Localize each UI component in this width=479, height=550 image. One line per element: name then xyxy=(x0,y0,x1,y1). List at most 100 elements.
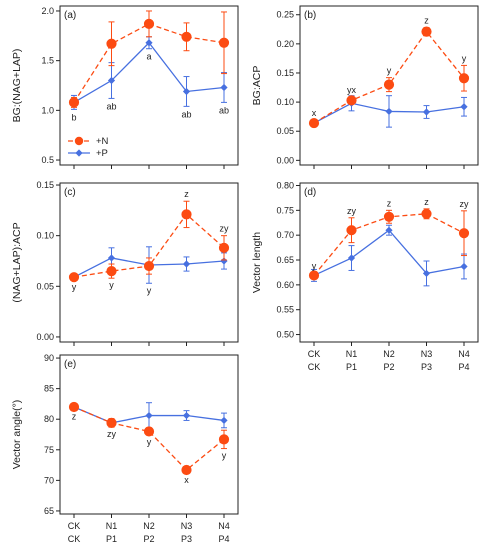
point-N xyxy=(68,401,80,413)
y-axis-title: (NAG+LAP):ACP xyxy=(11,222,23,302)
x-category-label-row2: CK xyxy=(68,534,81,544)
x-category-label-row1: CK xyxy=(68,521,81,531)
point-N xyxy=(143,18,155,29)
significance-letter: ab xyxy=(106,101,116,111)
point-P xyxy=(460,262,468,271)
point-N xyxy=(106,38,117,49)
y-tick-label: 0.55 xyxy=(276,305,294,315)
y-tick-label: 0.15 xyxy=(36,180,54,190)
panel-label: (d) xyxy=(304,187,316,198)
point-P xyxy=(107,254,116,262)
y-tick-label: 70 xyxy=(44,475,54,485)
point-P xyxy=(145,39,153,47)
y-axis-title: BG:ACP xyxy=(251,66,263,106)
point-P xyxy=(220,416,228,425)
significance-letter: y xyxy=(109,280,114,290)
point-P xyxy=(422,108,431,116)
significance-letter: z xyxy=(424,197,429,207)
point-P xyxy=(182,411,191,420)
point-P xyxy=(182,260,191,268)
y-tick-label: 0.80 xyxy=(276,180,294,190)
y-tick-label: 0.05 xyxy=(276,126,294,136)
point-N xyxy=(308,270,320,281)
x-category-label-row2: CK xyxy=(308,362,321,372)
point-P xyxy=(220,83,228,92)
significance-letter: y xyxy=(147,437,152,447)
y-tick-label: 75 xyxy=(44,445,54,455)
panel-label: (c) xyxy=(64,187,76,198)
significance-letter: ab xyxy=(181,109,191,119)
panel-label: (a) xyxy=(64,10,76,21)
significance-letter: y xyxy=(222,451,227,461)
point-N xyxy=(421,26,432,37)
y-tick-label: 80 xyxy=(44,414,54,424)
point-N xyxy=(458,73,470,84)
series-line-P xyxy=(313,229,465,277)
significance-letter: y xyxy=(72,282,77,292)
x-category-label-row2: P2 xyxy=(143,534,154,544)
x-category-label-row1: N2 xyxy=(383,349,395,359)
legend-label-N: +N xyxy=(96,136,109,147)
point-P xyxy=(220,257,228,265)
point-N xyxy=(346,95,357,106)
legend-marker-N xyxy=(74,136,84,146)
panel-label: (b) xyxy=(304,10,316,21)
y-tick-label: 0.60 xyxy=(276,280,294,290)
point-P xyxy=(385,107,393,116)
x-category-label-row1: N1 xyxy=(106,521,118,531)
point-P xyxy=(347,254,356,262)
significance-letter: y xyxy=(147,285,152,295)
point-N xyxy=(308,117,320,129)
point-P xyxy=(460,103,468,111)
point-N xyxy=(143,260,155,272)
significance-letter: zy xyxy=(460,199,470,209)
y-tick-label: 0.70 xyxy=(276,230,294,240)
series-line-N xyxy=(73,406,225,471)
point-N xyxy=(218,242,230,253)
y-axis-title: BG:(NAG+LAP) xyxy=(11,49,23,123)
significance-letter: b xyxy=(71,112,76,122)
legend-label-P: +P xyxy=(96,148,108,159)
y-tick-label: 90 xyxy=(44,353,54,363)
significance-letter: yx xyxy=(347,85,357,95)
x-category-label-row1: CK xyxy=(308,349,321,359)
y-tick-label: 0.75 xyxy=(276,205,294,215)
point-N xyxy=(106,266,117,277)
y-axis-title: Vector length xyxy=(251,232,263,293)
y-tick-label: 0.00 xyxy=(276,155,294,165)
y-tick-label: 0.50 xyxy=(276,330,294,340)
y-tick-label: 0.05 xyxy=(36,281,54,291)
x-category-label-row2: P4 xyxy=(458,362,469,372)
y-tick-label: 65 xyxy=(44,506,54,516)
point-N xyxy=(218,434,230,445)
significance-letter: a xyxy=(146,52,151,62)
significance-letter: y xyxy=(462,53,467,63)
y-tick-label: 0.15 xyxy=(276,68,294,78)
y-tick-label: 0.25 xyxy=(276,10,294,20)
x-category-label-row1: N4 xyxy=(218,521,230,531)
x-category-label-row2: P3 xyxy=(421,362,432,372)
y-tick-label: 0.10 xyxy=(276,97,294,107)
legend-marker-P xyxy=(75,149,83,157)
point-P xyxy=(107,76,116,85)
x-category-label-row2: P2 xyxy=(383,362,394,372)
x-category-label-row1: N4 xyxy=(458,349,470,359)
point-N xyxy=(68,97,80,108)
y-axis-title: Vector angle(°) xyxy=(11,400,23,470)
y-tick-label: 0.10 xyxy=(36,231,54,241)
point-N xyxy=(143,426,155,437)
x-category-label-row2: P3 xyxy=(181,534,192,544)
significance-letter: x xyxy=(184,475,189,485)
y-tick-label: 1.0 xyxy=(41,105,54,115)
point-N xyxy=(68,272,80,283)
x-category-label-row1: N3 xyxy=(181,521,193,531)
point-P xyxy=(422,269,431,278)
x-category-label-row1: N3 xyxy=(421,349,433,359)
point-N xyxy=(181,31,192,42)
significance-letter: z xyxy=(387,198,392,208)
significance-letter: z xyxy=(184,189,189,199)
y-tick-label: 0.65 xyxy=(276,255,294,265)
significance-letter: y xyxy=(312,261,317,271)
significance-letter: y xyxy=(387,66,392,76)
